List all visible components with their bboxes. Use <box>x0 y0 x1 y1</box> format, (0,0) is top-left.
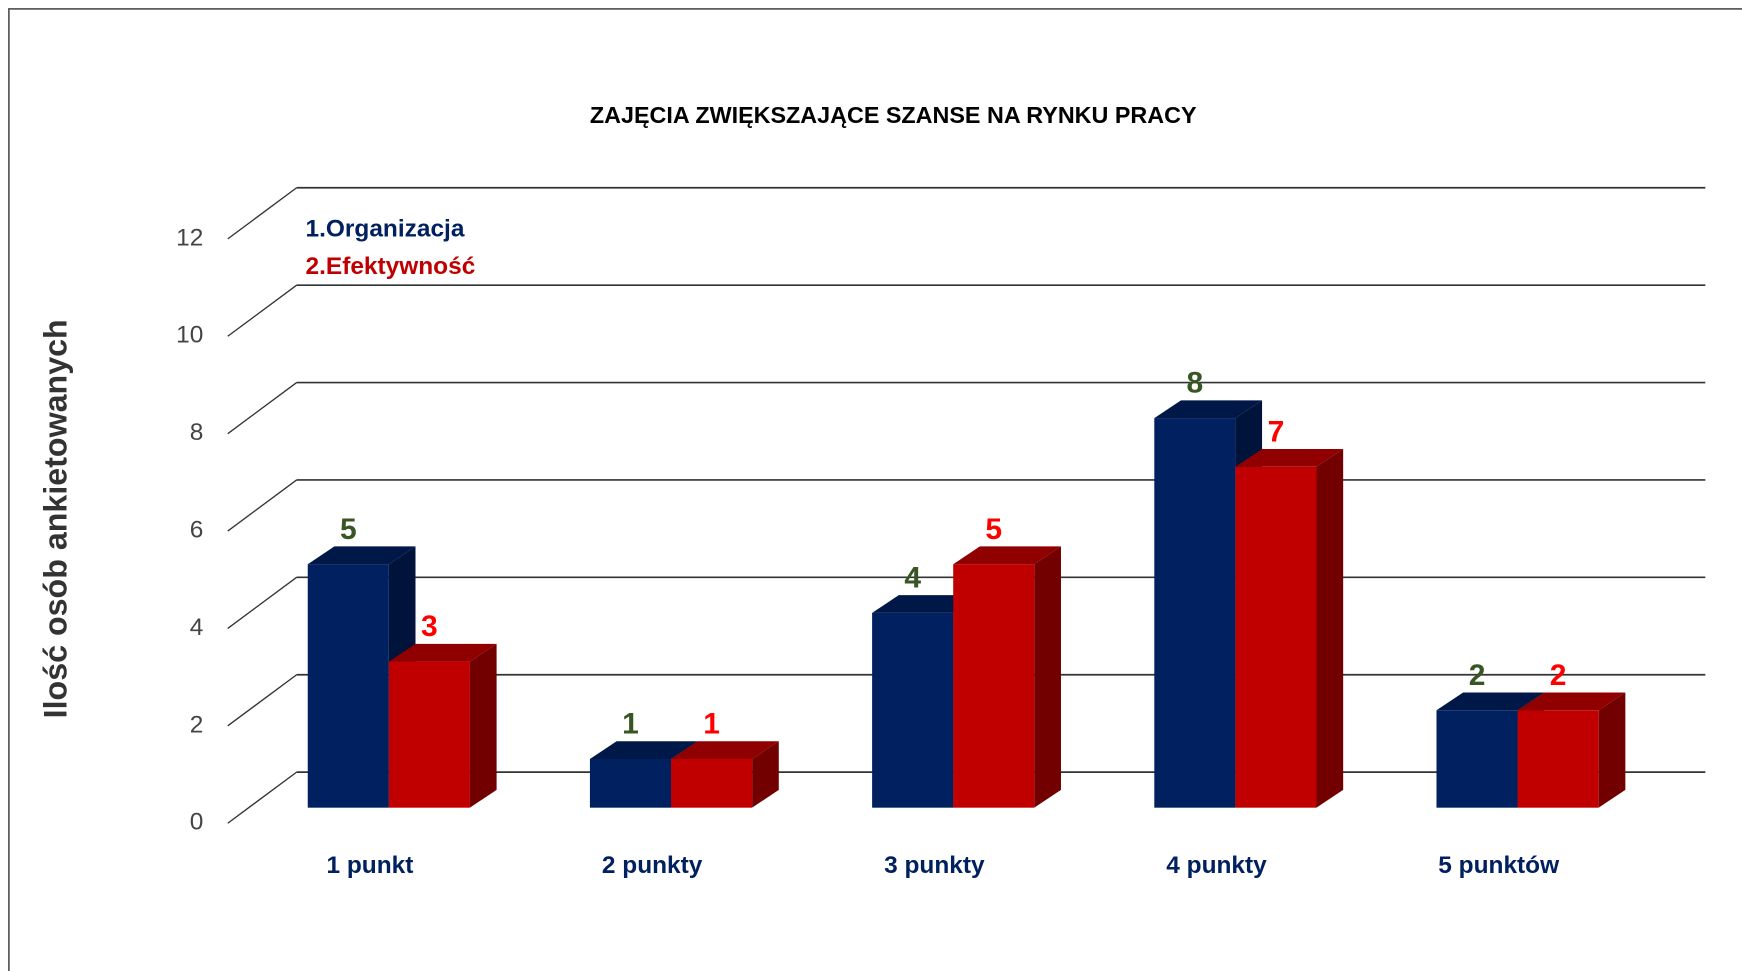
bar <box>1436 710 1518 808</box>
grid-line-depth <box>227 187 298 240</box>
data-label: 4 <box>904 561 921 594</box>
chart-title: ZAJĘCIA ZWIĘKSZAJĄCE SZANSE NA RYNKU PRA… <box>590 102 1197 128</box>
data-label: 1 <box>622 708 639 741</box>
bar <box>307 564 389 808</box>
bar-side <box>1316 449 1344 808</box>
bar <box>1235 466 1317 808</box>
data-label: 2 <box>1550 659 1567 692</box>
bar-top <box>589 741 698 759</box>
bar-top <box>1517 692 1626 711</box>
grid-line-depth <box>227 576 298 629</box>
grid-line-depth <box>227 284 298 337</box>
bar-top <box>388 643 497 662</box>
bar <box>589 758 672 808</box>
bar-top <box>671 741 779 759</box>
bar-top <box>1154 400 1263 419</box>
legend-entry: 1.Organizacja <box>306 215 465 242</box>
x-tick-label: 3 punkty <box>884 852 985 879</box>
grid-line-depth <box>227 382 298 435</box>
bar <box>953 564 1035 808</box>
y-tick-label: 8 <box>190 419 204 446</box>
data-label: 7 <box>1268 415 1285 448</box>
data-label: 3 <box>421 610 438 643</box>
bar <box>388 661 470 808</box>
data-label: 5 <box>985 513 1002 546</box>
bar <box>1154 418 1236 808</box>
data-label: 2 <box>1469 659 1486 692</box>
x-tick-label: 4 punkty <box>1166 852 1267 879</box>
y-tick-label: 6 <box>190 517 204 544</box>
y-tick-label: 12 <box>176 224 203 251</box>
bar-top <box>872 595 980 613</box>
legend-entry: 2.Efektywność <box>306 253 476 280</box>
grid-line-depth <box>227 771 298 824</box>
bar <box>671 758 753 808</box>
x-tick-label: 5 punktów <box>1438 852 1560 879</box>
data-label: 5 <box>340 513 357 546</box>
x-tick-label: 1 punkt <box>326 852 413 879</box>
chart-frame <box>8 8 1742 971</box>
y-tick-label: 0 <box>190 809 204 836</box>
x-tick-label: 2 punkty <box>602 852 703 879</box>
bar <box>1517 710 1599 808</box>
y-tick-label: 2 <box>190 711 204 738</box>
grid-line-depth <box>227 674 298 727</box>
data-label: 8 <box>1187 367 1204 400</box>
y-tick-label: 4 <box>190 614 204 641</box>
bar <box>872 612 954 808</box>
y-tick-label: 10 <box>176 322 203 349</box>
bar-side <box>469 643 497 808</box>
bar-side <box>1034 546 1061 808</box>
bar-top <box>1436 692 1545 711</box>
y-axis-label: Ilość osób ankietowanych <box>37 319 73 718</box>
data-label: 1 <box>703 708 720 741</box>
grid-line-depth <box>227 479 298 532</box>
bar-side <box>752 741 779 808</box>
bar-top <box>307 546 416 565</box>
bar-side <box>1598 692 1626 808</box>
bar-top <box>1235 449 1344 467</box>
bar-top <box>953 546 1061 565</box>
